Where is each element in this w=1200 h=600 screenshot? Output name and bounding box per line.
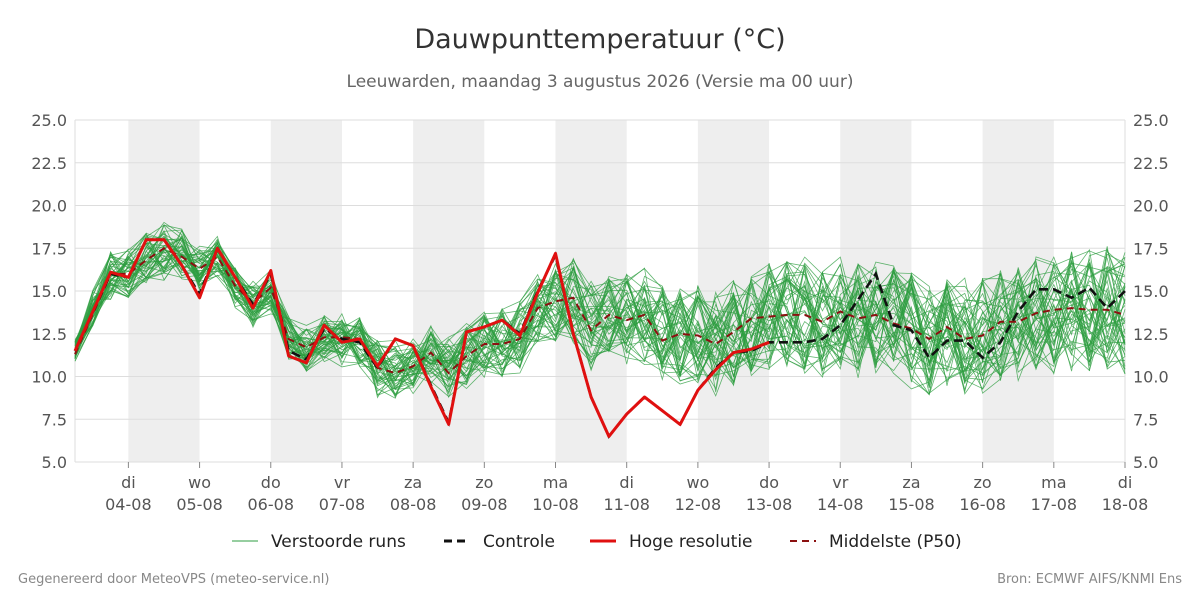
legend-label-control: Controle bbox=[483, 532, 555, 552]
x-tick-day: wo bbox=[686, 473, 709, 492]
x-tick-date: 13-08 bbox=[746, 495, 793, 514]
y-tick-label-left: 15.0 bbox=[31, 282, 67, 301]
y-tick-label-left: 12.5 bbox=[31, 325, 67, 344]
ensemble-lines bbox=[74, 221, 1126, 399]
x-tick-date: 12-08 bbox=[675, 495, 722, 514]
footer-credit: Gegenereerd door MeteoVPS (meteo-service… bbox=[18, 572, 330, 587]
y-tick-label-right: 15.0 bbox=[1133, 282, 1169, 301]
y-tick-label-left: 10.0 bbox=[31, 368, 67, 387]
y-tick-label-right: 10.0 bbox=[1133, 368, 1169, 387]
x-tick-day: di bbox=[619, 473, 634, 492]
axes: 5.0 5.0 7.5 7.5 10.0 10.0 12.5 12.5 15.0 15.0 17.5… bbox=[31, 111, 1168, 514]
x-tick-date: 17-08 bbox=[1031, 495, 1078, 514]
y-tick-label-left: 25.0 bbox=[31, 111, 67, 130]
legend-label-median: Middelste (P50) bbox=[829, 532, 962, 552]
y-tick-label-right: 7.5 bbox=[1133, 410, 1158, 429]
x-tick-date: 09-08 bbox=[461, 495, 508, 514]
y-tick-label-right: 5.0 bbox=[1133, 453, 1158, 472]
x-tick-date: 04-08 bbox=[105, 495, 152, 514]
hres-line bbox=[73, 238, 770, 438]
y-tick-label-left: 17.5 bbox=[31, 239, 67, 258]
x-tick-day: wo bbox=[188, 473, 211, 492]
x-tick-day: ma bbox=[543, 473, 568, 492]
x-tick-date: 08-08 bbox=[390, 495, 437, 514]
ensemble-member-line bbox=[74, 242, 1126, 395]
x-tick-day: do bbox=[759, 473, 779, 492]
main-series bbox=[73, 238, 1126, 439]
y-tick-label-left: 20.0 bbox=[31, 197, 67, 216]
x-tick-day: zo bbox=[475, 473, 493, 492]
y-tick-label-right: 20.0 bbox=[1133, 197, 1169, 216]
y-tick-label-right: 17.5 bbox=[1133, 239, 1169, 258]
x-tick-day: za bbox=[902, 473, 920, 492]
chart-title: Dauwpunttemperatuur (°C) bbox=[414, 24, 786, 55]
x-tick-date: 07-08 bbox=[319, 495, 366, 514]
ensemble-member-line bbox=[74, 238, 1126, 382]
y-tick-label-left: 5.0 bbox=[42, 453, 67, 472]
x-tick-date: 11-08 bbox=[603, 495, 650, 514]
legend: Verstoorde runs Controle Hoge resolutie … bbox=[232, 532, 962, 552]
ensemble-member-line bbox=[74, 237, 1126, 394]
x-tick-date: 05-08 bbox=[176, 495, 223, 514]
y-tick-label-left: 22.5 bbox=[31, 154, 67, 173]
footer-source: Bron: ECMWF AIFS/KNMI Ens bbox=[997, 572, 1182, 587]
chart-subtitle: Leeuwarden, maandag 3 augustus 2026 (Ver… bbox=[346, 72, 854, 92]
x-tick-date: 14-08 bbox=[817, 495, 864, 514]
median-line bbox=[74, 247, 1126, 375]
y-tick-label-left: 7.5 bbox=[42, 410, 67, 429]
x-tick-day: vr bbox=[334, 473, 350, 492]
ensemble-member-line bbox=[74, 242, 1126, 395]
x-tick-date: 15-08 bbox=[888, 495, 935, 514]
ensemble-member-line bbox=[74, 234, 1126, 397]
y-tick-label-right: 12.5 bbox=[1133, 325, 1169, 344]
y-tick-label-right: 25.0 bbox=[1133, 111, 1169, 130]
x-tick-day: do bbox=[261, 473, 281, 492]
x-tick-day: zo bbox=[974, 473, 992, 492]
x-tick-date: 16-08 bbox=[959, 495, 1006, 514]
ensemble-member-line bbox=[74, 239, 1126, 386]
x-tick-day: di bbox=[1118, 473, 1133, 492]
legend-label-ensemble: Verstoorde runs bbox=[271, 532, 406, 552]
y-tick-label-right: 22.5 bbox=[1133, 154, 1169, 173]
x-tick-date: 18-08 bbox=[1102, 495, 1149, 514]
legend-label-hres: Hoge resolutie bbox=[629, 532, 753, 552]
x-tick-day: di bbox=[121, 473, 136, 492]
ensemble-member-line bbox=[74, 247, 1126, 381]
x-tick-day: vr bbox=[832, 473, 848, 492]
ensemble-member-line bbox=[74, 236, 1126, 385]
x-tick-date: 06-08 bbox=[248, 495, 295, 514]
x-tick-day: za bbox=[404, 473, 422, 492]
ensemble-member-line bbox=[74, 243, 1126, 381]
x-tick-date: 10-08 bbox=[532, 495, 579, 514]
x-tick-day: ma bbox=[1041, 473, 1066, 492]
